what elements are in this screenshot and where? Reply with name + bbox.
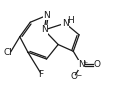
Text: N: N <box>61 19 68 28</box>
Text: O: O <box>70 72 77 81</box>
Text: O: O <box>92 60 99 69</box>
Text: Cl: Cl <box>3 48 12 57</box>
Text: N: N <box>43 11 49 20</box>
Text: H: H <box>67 16 73 25</box>
Text: N: N <box>40 25 47 34</box>
Text: N: N <box>77 60 84 69</box>
Text: −: − <box>75 73 80 77</box>
Text: F: F <box>38 70 43 79</box>
Text: +: + <box>82 60 87 65</box>
